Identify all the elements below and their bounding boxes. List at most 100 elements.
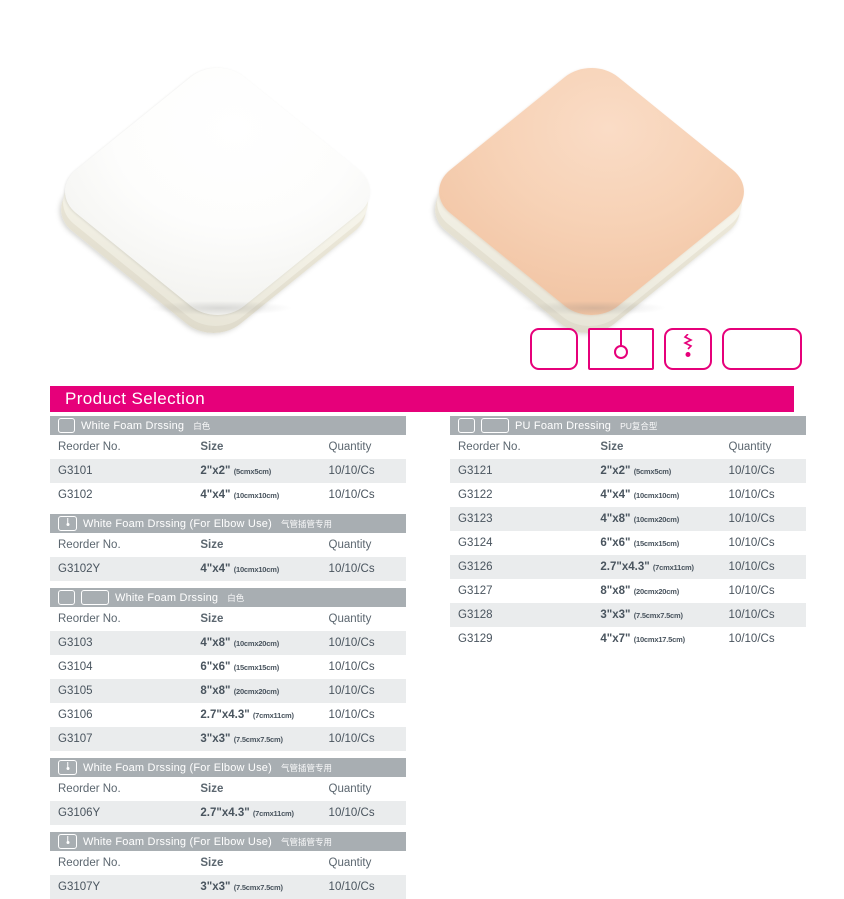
cell-reorder-no: G3102Y — [58, 563, 101, 575]
section-header-label-zh: 气管插管专用 — [280, 762, 332, 773]
cell-reorder-no: G3124 — [458, 537, 493, 549]
section-header: White Foam Drssing (For Elbow Use) 气管插管专用 — [50, 514, 406, 533]
table-row[interactable]: G3103 4"x8" (10cmx20cm) 10/10/Cs — [50, 631, 406, 655]
cell-size-metric: (10cmx10cm) — [233, 491, 280, 500]
table-header-row: Reorder No. Size Quantity — [50, 607, 406, 631]
shape-square-icon — [58, 418, 75, 433]
cell-reorder-no: G3105 — [58, 685, 93, 697]
cell-quantity: 10/10/Cs — [328, 881, 375, 893]
section-header-label-zh: 白色 — [193, 420, 211, 431]
table-row[interactable]: G3121 2"x2" (5cmx5cm) 10/10/Cs — [450, 459, 806, 483]
column-header-reorder-no: Reorder No. — [50, 777, 193, 801]
product-table: Reorder No. Size Quantity G3103 4"x8" (10cmx… — [50, 607, 406, 751]
cell-size: 2"x2" (5cmx5cm) — [200, 465, 272, 477]
cell-reorder-no: G3126 — [458, 561, 493, 573]
section-header-label-zh: 气管插管专用 — [280, 518, 332, 529]
section-header-label-zh: PU复合型 — [620, 420, 658, 431]
cell-reorder-no: G3128 — [458, 609, 493, 621]
cell-size: 4"x4" (10cmx10cm) — [200, 489, 280, 501]
table-header-row: Reorder No. Size Quantity — [50, 777, 406, 801]
cell-quantity: 10/10/Cs — [728, 537, 775, 549]
page-title-label: Product Selection — [65, 389, 206, 408]
product-table: Reorder No. Size Quantity G3106Y 2.7"x4.3" (… — [50, 777, 406, 825]
table-row[interactable]: G3101 2"x2" (5cmx5cm) 10/10/Cs — [50, 459, 406, 483]
product-table-left: White Foam Drssing 白色 Reorder No. Size Quant… — [50, 416, 406, 899]
column-header-reorder-no: Reorder No. — [50, 435, 193, 459]
cell-size-metric: (7.5cmx7.5cm) — [633, 611, 683, 620]
column-header-quantity: Quantity — [720, 435, 806, 459]
table-header-row: Reorder No. Size Quantity — [50, 851, 406, 875]
section-header: White Foam Drssing (For Elbow Use) 气管插管专用 — [50, 758, 406, 777]
section-header-label: White Foam Drssing (For Elbow Use) — [83, 835, 272, 848]
column-header-quantity: Quantity — [320, 533, 406, 557]
column-header-reorder-no: Reorder No. — [50, 851, 193, 875]
cell-size-metric: (10cmx10cm) — [633, 491, 680, 500]
cell-quantity: 10/10/Cs — [728, 561, 775, 573]
table-header-row: Reorder No. Size Quantity — [50, 435, 406, 459]
cell-size: 4"x7" (10cmx17.5cm) — [600, 633, 685, 645]
page-title: Product Selection — [50, 386, 794, 412]
cell-size: 6"x6" (15cmx15cm) — [200, 661, 280, 673]
cell-reorder-no: G3102 — [58, 489, 93, 501]
cell-quantity: 10/10/Cs — [328, 563, 375, 575]
table-row[interactable]: G3105 8"x8" (20cmx20cm) 10/10/Cs — [50, 679, 406, 703]
table-row[interactable]: G3127 8"x8" (20cmx20cm) 10/10/Cs — [450, 579, 806, 603]
column-header-quantity: Quantity — [320, 851, 406, 875]
table-header-row: Reorder No. Size Quantity — [50, 533, 406, 557]
cell-size-metric: (10cmx17.5cm) — [633, 635, 685, 644]
cell-size-metric: (10cmx10cm) — [233, 565, 280, 574]
cell-size: 6"x6" (15cmx15cm) — [600, 537, 680, 549]
section-header-label-zh: 气管插管专用 — [280, 836, 332, 847]
table-row[interactable]: G3107 3"x3" (7.5cmx7.5cm) 10/10/Cs — [50, 727, 406, 751]
table-row[interactable]: G3126 2.7"x4.3" (7cmx11cm) 10/10/Cs — [450, 555, 806, 579]
column-header-size: Size — [192, 777, 321, 801]
table-row[interactable]: G3107Y 3"x3" (7.5cmx7.5cm) 10/10/Cs — [50, 875, 406, 899]
cell-size: 2"x2" (5cmx5cm) — [600, 465, 672, 477]
cell-quantity: 10/10/Cs — [728, 513, 775, 525]
shape-square-icon — [458, 418, 475, 433]
shape-wide-rect-icon — [722, 328, 802, 370]
product-table: Reorder No. Size Quantity G3107Y 3"x3" (7.5c… — [50, 851, 406, 899]
table-row[interactable]: G3128 3"x3" (7.5cmx7.5cm) 10/10/Cs — [450, 603, 806, 627]
cell-reorder-no: G3122 — [458, 489, 493, 501]
cell-size-metric: (7.5cmx7.5cm) — [233, 735, 283, 744]
section-header-label: White Foam Drssing (For Elbow Use) — [83, 761, 272, 774]
cell-size: 8"x8" (20cmx20cm) — [600, 585, 680, 597]
table-row[interactable]: G3123 4"x8" (10cmx20cm) 10/10/Cs — [450, 507, 806, 531]
table-row[interactable]: G3122 4"x4" (10cmx10cm) 10/10/Cs — [450, 483, 806, 507]
column-header-quantity: Quantity — [320, 607, 406, 631]
column-header-size: Size — [192, 533, 321, 557]
cell-size: 2.7"x4.3" (7cmx11cm) — [600, 561, 694, 573]
section-header-label: White Foam Drssing — [115, 591, 219, 604]
section-header-label: White Foam Drssing (For Elbow Use) — [83, 517, 272, 530]
shape-square-zigzag-icon — [664, 328, 712, 370]
table-header-row: Reorder No. Size Quantity — [450, 435, 806, 459]
cell-size-metric: (7.5cmx7.5cm) — [233, 883, 283, 892]
product-images — [0, 0, 844, 372]
cell-size-metric: (15cmx15cm) — [233, 663, 280, 672]
section-header: White Foam Drssing (For Elbow Use) 气管插管专用 — [50, 832, 406, 851]
shape-wide-rect-icon — [481, 418, 509, 433]
cell-quantity: 10/10/Cs — [328, 685, 375, 697]
cell-quantity: 10/10/Cs — [728, 465, 775, 477]
table-row[interactable]: G3124 6"x6" (15cmx15cm) 10/10/Cs — [450, 531, 806, 555]
table-row[interactable]: G3102Y 4"x4" (10cmx10cm) 10/10/Cs — [50, 557, 406, 581]
cell-size-metric: (5cmx5cm) — [233, 467, 272, 476]
section-header: PU Foam Dressing PU复合型 — [450, 416, 806, 435]
table-row[interactable]: G3106 2.7"x4.3" (7cmx11cm) 10/10/Cs — [50, 703, 406, 727]
table-row[interactable]: G3104 6"x6" (15cmx15cm) 10/10/Cs — [50, 655, 406, 679]
cell-size: 2.7"x4.3" (7cmx11cm) — [200, 709, 294, 721]
cell-size: 4"x8" (10cmx20cm) — [200, 637, 280, 649]
cell-size: 4"x8" (10cmx20cm) — [600, 513, 680, 525]
cell-reorder-no: G3121 — [458, 465, 493, 477]
cell-size-metric: (15cmx15cm) — [633, 539, 680, 548]
section-header: White Foam Drssing 白色 — [50, 416, 406, 435]
cell-quantity: 10/10/Cs — [728, 585, 775, 597]
cell-quantity: 10/10/Cs — [328, 733, 375, 745]
table-row[interactable]: G3102 4"x4" (10cmx10cm) 10/10/Cs — [50, 483, 406, 507]
cell-size: 3"x3" (7.5cmx7.5cm) — [200, 881, 283, 893]
shape-slot-icon — [58, 760, 77, 775]
cell-size: 4"x4" (10cmx10cm) — [200, 563, 280, 575]
cell-reorder-no: G3129 — [458, 633, 493, 645]
table-row[interactable]: G3129 4"x7" (10cmx17.5cm) 10/10/Cs — [450, 627, 806, 651]
